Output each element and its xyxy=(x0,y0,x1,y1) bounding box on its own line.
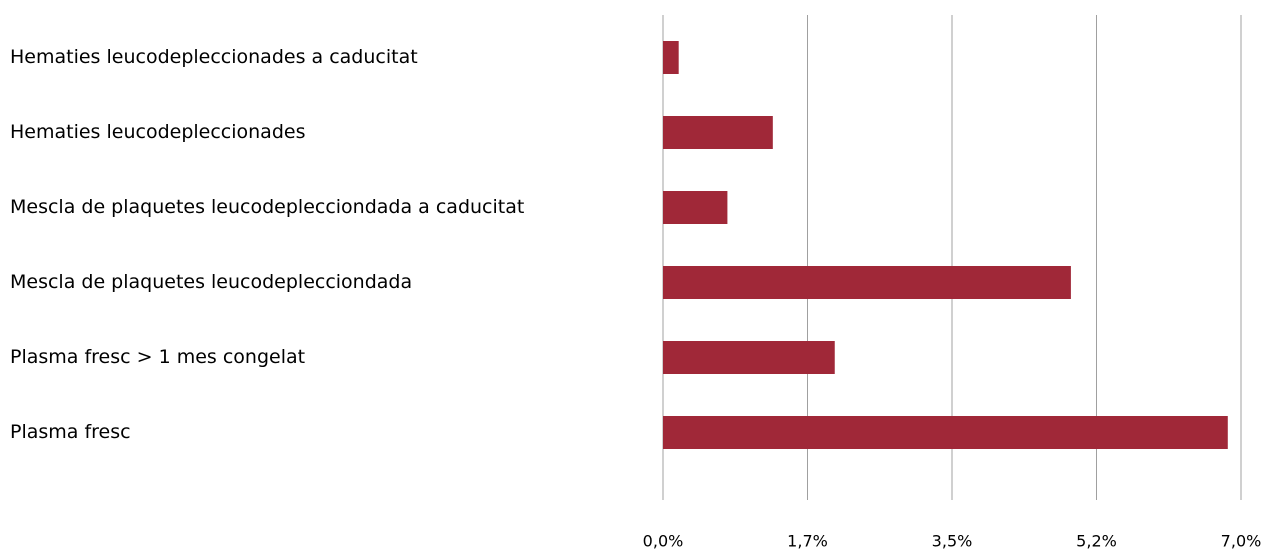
bar xyxy=(663,41,679,74)
x-tick-label: 0,0% xyxy=(643,532,684,549)
bar xyxy=(663,191,728,224)
x-tick-label: 1,7% xyxy=(787,532,828,549)
bar xyxy=(663,266,1071,299)
y-tick-label: Plasma fresc > 1 mes congelat xyxy=(10,346,305,368)
y-tick-label: Hematies leucodepleccionades a caducitat xyxy=(10,46,418,68)
y-tick-label: Mescla de plaquetes leucodeplecciondada xyxy=(10,271,412,293)
x-tick-label: 3,5% xyxy=(932,532,973,549)
y-tick-label: Hematies leucodepleccionades xyxy=(10,121,305,143)
bar xyxy=(663,416,1228,449)
x-tick-label: 7,0% xyxy=(1221,532,1262,549)
y-tick-label: Plasma fresc xyxy=(10,421,131,443)
bar xyxy=(663,116,773,149)
x-tick-label: 5,2% xyxy=(1076,532,1117,549)
bar xyxy=(663,341,835,374)
y-tick-label: Mescla de plaquetes leucodeplecciondada … xyxy=(10,196,524,218)
